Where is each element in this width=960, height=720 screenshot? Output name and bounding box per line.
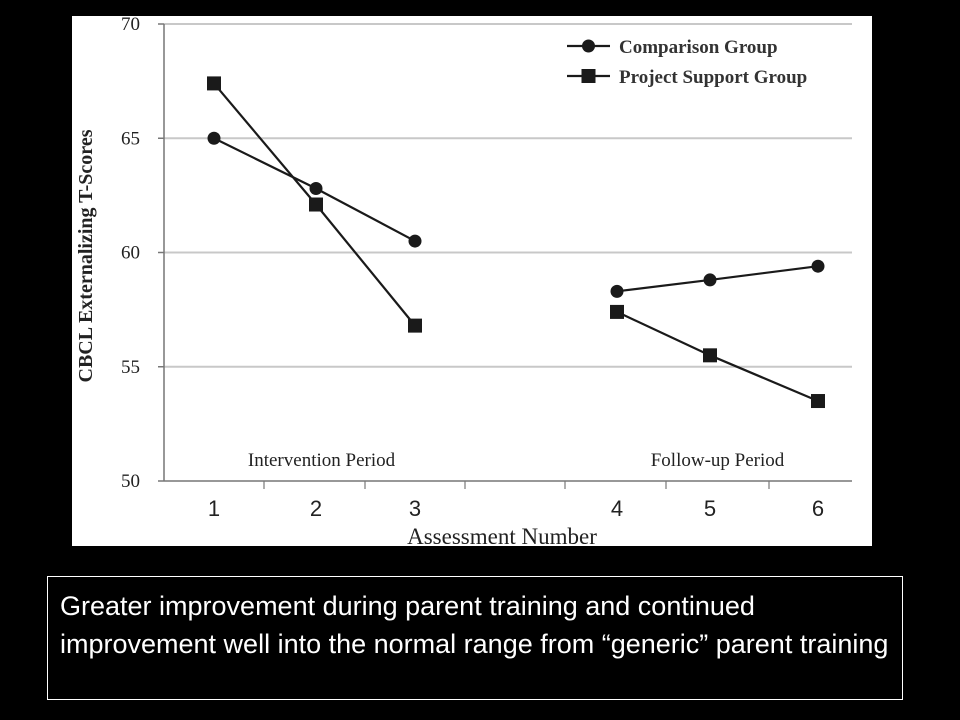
x-tick-label-5: 5 (704, 496, 716, 521)
y-tick-label-70: 70 (121, 16, 140, 35)
x-tick-label-1: 1 (208, 496, 220, 521)
x-tick-label-3: 3 (409, 496, 421, 521)
axes (158, 23, 852, 489)
line-chart: 50 55 60 65 70 1 2 3 4 5 6 Assessment Number CBCL Ex… (75, 16, 852, 546)
legend-label-1: Project Support Group (619, 67, 807, 88)
caption-text: Greater improvement during parent traini… (60, 591, 889, 659)
series-1-line-segment-1 (616, 310, 819, 403)
series-1-point-5 (703, 348, 717, 363)
legend-marker-1 (581, 69, 596, 83)
series-0-point-5 (703, 273, 717, 287)
series-1-point-6 (811, 394, 825, 409)
axis-labels: 50 55 60 65 70 1 2 3 4 5 6 Assessment Number CBCL Ex… (75, 16, 824, 546)
legend-label-0: Comparison Group (619, 37, 778, 58)
x-tick-label-6: 6 (812, 496, 824, 521)
series-1-point-3 (408, 318, 422, 333)
series-0-point-1 (207, 131, 221, 145)
chart-panel: 50 55 60 65 70 1 2 3 4 5 6 Assessment Number CBCL Ex… (72, 16, 872, 546)
y-tick-label-60: 60 (121, 243, 140, 264)
period-label-1: Follow-up Period (651, 450, 785, 471)
series-0-point-4 (610, 284, 624, 298)
caption-box: Greater improvement during parent traini… (47, 576, 903, 700)
series-1-point-4 (610, 304, 624, 319)
legend-marker-0 (582, 39, 595, 53)
series-lines (207, 76, 825, 409)
x-tick-label-4: 4 (611, 496, 623, 521)
series-0-point-2 (309, 182, 323, 196)
series-0-point-6 (811, 259, 825, 273)
y-tick-label-65: 65 (121, 128, 140, 149)
x-tick-label-2: 2 (310, 496, 322, 521)
y-tick-label-50: 50 (121, 471, 140, 492)
period-label-0: Intervention Period (248, 450, 396, 471)
y-axis-title: CBCL Externalizing T-Scores (75, 129, 97, 382)
series-0-point-3 (408, 234, 422, 248)
series-1-point-2 (309, 197, 323, 212)
series-1-point-1 (207, 76, 221, 91)
series-0-line-segment-1 (616, 265, 819, 293)
y-tick-label-55: 55 (121, 357, 140, 378)
legend: Comparison Group Project Support Group (567, 37, 807, 88)
x-axis-title: Assessment Number (407, 524, 597, 546)
